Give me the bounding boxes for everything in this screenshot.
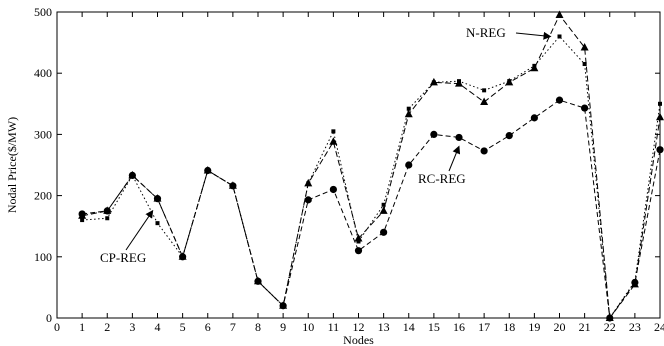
x-tick-label: 0 [54, 320, 60, 334]
point-rc-reg [455, 133, 463, 142]
x-tick-label: 21 [579, 320, 591, 334]
point-cp-reg [379, 206, 388, 214]
point-n-reg [582, 62, 587, 67]
point-rc-reg [103, 207, 111, 215]
point-n-reg [331, 129, 336, 134]
y-tick-label: 0 [46, 311, 52, 325]
point-rc-reg [179, 253, 187, 261]
x-tick-label: 17 [478, 320, 490, 334]
x-tick-label: 1 [79, 320, 85, 334]
point-rc-reg [254, 277, 262, 285]
point-rc-reg [530, 114, 538, 122]
point-cp-reg [404, 109, 413, 118]
y-tick-label: 300 [34, 127, 52, 141]
point-rc-reg [153, 195, 162, 203]
point-cp-reg [354, 233, 363, 242]
point-cp-reg [530, 63, 539, 72]
point-rc-reg [405, 161, 413, 169]
point-n-reg [381, 202, 386, 207]
x-tick-label: 13 [378, 320, 390, 334]
y-tick-label: 500 [34, 5, 52, 19]
point-n-reg [658, 101, 662, 106]
point-cp-reg [455, 79, 463, 87]
annotation-label-rc-reg: RC-REG [418, 171, 466, 186]
x-tick-label: 2 [104, 320, 110, 334]
point-cp-reg [329, 137, 338, 145]
y-tick-label: 100 [34, 250, 52, 264]
point-cp-reg [580, 42, 589, 51]
point-rc-reg [480, 147, 488, 155]
point-rc-reg [430, 130, 438, 138]
point-rc-reg [555, 96, 564, 104]
x-tick-label: 12 [353, 320, 365, 334]
annotation-label-n-reg: N-REG [466, 25, 506, 40]
x-tick-label: 22 [604, 320, 616, 334]
point-n-reg [557, 34, 562, 39]
point-rc-reg [606, 314, 614, 322]
point-rc-reg [128, 171, 136, 180]
x-tick-label: 6 [205, 320, 211, 334]
x-tick-label: 19 [528, 320, 540, 334]
x-tick-label: 18 [503, 320, 515, 334]
point-n-reg [482, 88, 487, 93]
annotation-arrow-rc-reg [448, 145, 461, 172]
x-tick-label: 23 [629, 320, 641, 334]
annotation-arrow-cp-reg [125, 209, 154, 251]
point-rc-reg [581, 104, 589, 112]
y-tick-label: 400 [34, 66, 52, 80]
point-cp-reg [480, 97, 489, 105]
series-line-n-reg [82, 35, 661, 320]
x-tick-label: 24 [654, 320, 664, 334]
series-line-cp-reg [82, 14, 661, 320]
point-rc-reg [304, 196, 312, 204]
plot-frame [56, 11, 661, 319]
point-n-reg [155, 221, 160, 226]
point-n-reg [105, 216, 110, 221]
x-tick-label: 15 [428, 320, 440, 334]
point-cp-reg [304, 178, 313, 187]
point-n-reg [356, 239, 361, 244]
x-tick-label: 4 [155, 320, 161, 334]
point-rc-reg [78, 210, 86, 218]
point-cp-reg [505, 77, 514, 86]
point-rc-reg [631, 278, 639, 287]
x-tick-label: 16 [453, 320, 465, 334]
y-axis-title: Nodal Price($/MW) [5, 117, 19, 213]
x-tick-label: 3 [129, 320, 135, 334]
point-n-reg [406, 106, 411, 111]
point-cp-reg [656, 112, 664, 121]
annotation-label-cp-reg: CP-REG [100, 250, 146, 265]
x-tick-label: 5 [180, 320, 186, 334]
point-rc-reg [204, 166, 212, 175]
x-tick-label: 7 [230, 320, 236, 334]
series-line-rc-reg [82, 99, 661, 320]
point-rc-reg [354, 247, 363, 255]
x-tick-label: 10 [302, 320, 314, 334]
y-tick-label: 200 [34, 189, 52, 203]
point-rc-reg [279, 302, 287, 310]
point-rc-reg [656, 146, 664, 154]
x-tick-label: 14 [403, 320, 415, 334]
point-rc-reg [229, 182, 237, 190]
x-tick-label: 9 [280, 320, 286, 334]
point-cp-reg [555, 10, 564, 19]
plot-area: 0 1 2 3 4 5 6 7 8 9 10 11 12 13 14 15 16 17 18 19 20 21 22 23 24… [5, 5, 664, 346]
point-rc-reg [380, 228, 388, 236]
x-tick-label: 20 [554, 320, 566, 334]
point-cp-reg [429, 77, 438, 86]
point-rc-reg [329, 185, 337, 194]
point-rc-reg [505, 132, 513, 140]
annotation-arrow-n-reg [515, 31, 552, 40]
x-axis-title: Nodes [343, 333, 374, 346]
point-n-reg [80, 218, 85, 223]
x-tick-label: 11 [328, 320, 340, 334]
x-tick-label: 8 [255, 320, 261, 334]
